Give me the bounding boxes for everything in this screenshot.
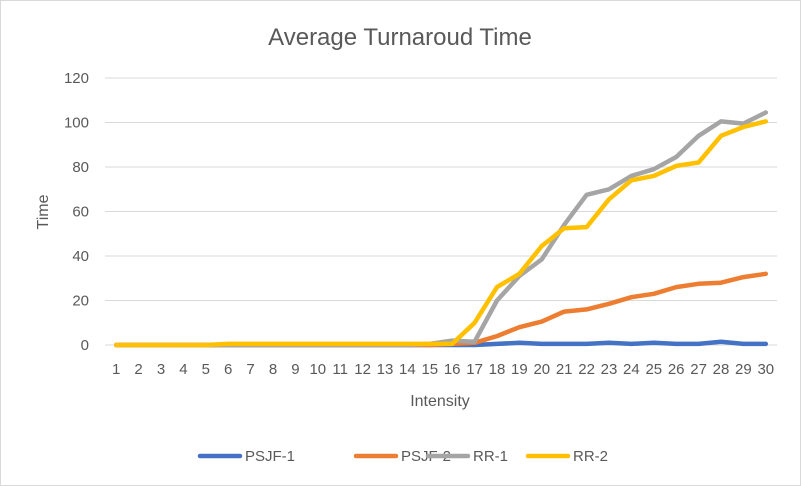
x-tick-label: 4	[179, 361, 187, 378]
x-tick-label: 6	[224, 361, 232, 378]
y-tick-label: 120	[64, 70, 89, 87]
x-tick-label: 8	[269, 361, 277, 378]
series-lines	[113, 110, 769, 348]
x-tick-label: 7	[246, 361, 254, 378]
x-tick-label: 30	[757, 361, 774, 378]
legend-item: RR-2	[525, 448, 608, 465]
y-tick-labels: 0 20 40 60 80 100 120	[64, 70, 89, 354]
x-tick-label: 18	[489, 361, 506, 378]
series-line-psjf-2	[113, 271, 769, 348]
x-tick-label: 28	[713, 361, 730, 378]
series-line-rr-2	[113, 119, 769, 348]
chart-title: Average Turnaroud Time	[268, 24, 532, 51]
y-tick-label: 60	[72, 204, 89, 221]
x-tick-label: 16	[444, 361, 461, 378]
x-tick-label: 24	[623, 361, 640, 378]
x-tick-label: 21	[556, 361, 573, 378]
x-tick-label: 12	[354, 361, 371, 378]
series-line-rr-1	[113, 110, 769, 348]
y-tick-label: 100	[64, 115, 89, 132]
x-tick-label: 19	[511, 361, 528, 378]
x-tick-label: 15	[421, 361, 438, 378]
x-tick-label: 23	[601, 361, 618, 378]
x-tick-label: 26	[668, 361, 685, 378]
x-tick-label: 1	[112, 361, 120, 378]
y-tick-label: 80	[72, 159, 89, 176]
y-axis-label: Time	[35, 194, 52, 229]
x-tick-label: 10	[309, 361, 326, 378]
x-tick-label: 2	[134, 361, 142, 378]
x-tick-label: 9	[291, 361, 299, 378]
x-tick-label: 22	[578, 361, 595, 378]
y-tick-label: 40	[72, 248, 89, 265]
y-tick-label: 0	[81, 337, 89, 354]
x-tick-label: 5	[202, 361, 210, 378]
x-tick-label: 17	[466, 361, 483, 378]
x-tick-label: 20	[533, 361, 550, 378]
legend-label: RR-1	[473, 448, 508, 465]
legend-item: PSJF-1	[197, 448, 295, 465]
x-tick-label: 3	[157, 361, 165, 378]
y-tick-label: 20	[72, 293, 89, 310]
x-tick-labels: 1 2 3 4 5 6 7 8 9 10 11 12 13 14 15 16 17 18 19 20 21 22 23 24 2…	[112, 361, 774, 378]
x-tick-label: 25	[645, 361, 662, 378]
x-tick-label: 11	[332, 361, 348, 378]
legend: PSJF-1 PSJF-2 RR-1 RR-2	[197, 448, 608, 465]
gridlines	[105, 77, 777, 346]
x-tick-label: 27	[690, 361, 707, 378]
legend-label: RR-2	[573, 448, 608, 465]
x-tick-label: 13	[377, 361, 394, 378]
x-axis-label: Intensity	[410, 393, 470, 410]
legend-label: PSJF-1	[245, 448, 295, 465]
legend-item: RR-1	[425, 448, 508, 465]
x-tick-label: 29	[735, 361, 752, 378]
x-tick-label: 14	[399, 361, 416, 378]
